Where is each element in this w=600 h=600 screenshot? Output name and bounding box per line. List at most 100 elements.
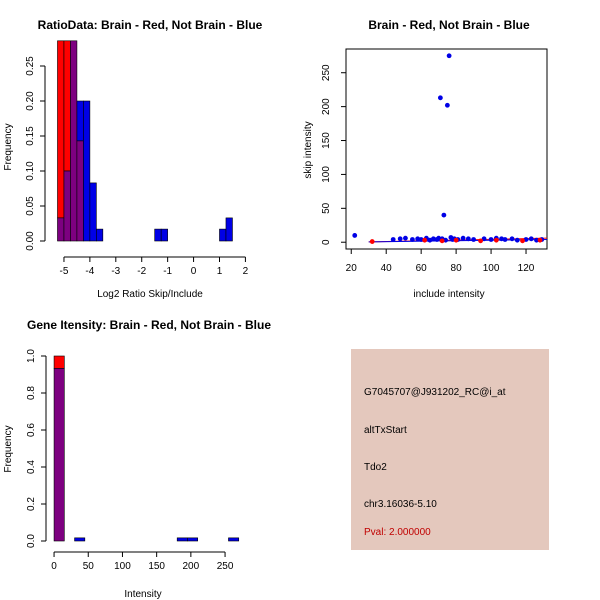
hist-bar — [83, 100, 91, 242]
gene-name: Tdo2 — [364, 462, 387, 473]
hist-bar — [57, 40, 65, 219]
y-tick-label: 0.0 — [26, 534, 37, 548]
hist-bar — [63, 40, 71, 172]
hist-bar — [228, 537, 240, 542]
y-tick-label: 1.0 — [26, 349, 37, 363]
y-tick-label: 150 — [321, 132, 332, 149]
scatter-point — [352, 233, 358, 238]
scatter-point — [369, 239, 375, 244]
hist-bar — [160, 228, 168, 242]
x-tick-label: 0 — [191, 266, 197, 277]
x-tick-label: 150 — [148, 561, 165, 572]
y-tick-label: 200 — [321, 98, 332, 115]
y-tick-label: 0 — [321, 239, 332, 245]
scatter-point — [471, 237, 476, 242]
scatter-point — [390, 237, 396, 242]
x-tick-label: 60 — [416, 263, 428, 274]
scatter-point — [410, 237, 415, 242]
hist-bar — [225, 217, 233, 242]
y-tick-label: 0.10 — [25, 161, 36, 181]
hist-bar — [76, 100, 84, 142]
x-tick-label: 40 — [381, 263, 393, 274]
hist-bar-overlap — [57, 217, 65, 242]
hist-bar — [154, 228, 162, 242]
event-type: altTxStart — [364, 425, 407, 436]
intensity-scatter-title: Brain - Red, Not Brain - Blue — [368, 18, 530, 32]
y-tick-label: 0.05 — [25, 196, 36, 216]
y-tick-label: 0.25 — [25, 56, 36, 76]
x-tick-label: -2 — [137, 266, 146, 277]
scatter-point — [446, 53, 452, 59]
hist-bar — [176, 537, 188, 542]
y-tick-label: 100 — [321, 166, 332, 183]
y-tick-label: 0.6 — [26, 423, 37, 437]
ratio-histogram-title: RatioData: Brain - Red, Not Brain - Blue — [38, 18, 263, 32]
x-tick-label: 50 — [83, 561, 95, 572]
x-tick-label: 200 — [183, 561, 200, 572]
x-tick-label: -5 — [60, 266, 69, 277]
hist-bar-overlap — [76, 140, 84, 242]
intensity-scatter-box — [345, 48, 548, 250]
y-tick-label: 50 — [321, 202, 332, 214]
gene-intensity-axes: 0 50 100 150 200 250 0.0 0.2 0.4 0.6 0.8 1.0 — [26, 349, 234, 572]
hist-bar-overlap — [63, 170, 71, 242]
scatter-point — [528, 236, 534, 242]
ratio-histogram-xlabel: Log2 Ratio Skip/Include — [97, 289, 203, 300]
y-tick-label: 0.15 — [25, 126, 36, 146]
x-tick-label: 2 — [243, 266, 249, 277]
x-tick-label: 20 — [346, 263, 358, 274]
ratio-histogram-ylabel: Frequency — [3, 123, 14, 170]
hist-bar — [89, 182, 97, 242]
x-tick-label: -4 — [85, 266, 94, 277]
scatter-point — [460, 235, 466, 241]
probe-id: G7045707@J931202_RC@i_at — [364, 387, 506, 398]
scatter-point — [422, 237, 428, 243]
scatter-point — [444, 102, 450, 108]
scatter-point — [441, 212, 447, 218]
gene-intensity-xlabel: Intensity — [124, 589, 161, 600]
scatter-point — [465, 236, 471, 242]
scatter-point — [502, 237, 508, 242]
x-tick-label: 250 — [217, 561, 234, 572]
ratio-histogram-bars — [57, 40, 233, 242]
hist-bar — [219, 228, 227, 242]
hist-bar — [74, 537, 86, 542]
x-tick-label: 120 — [518, 263, 535, 274]
intensity-scatter-xlabel: include intensity — [413, 289, 484, 300]
intensity-scatter: Brain - Red, Not Brain - Blue include in… — [303, 18, 548, 300]
scatter-point — [509, 236, 515, 242]
p-value: Pval: 2.000000 — [364, 527, 431, 538]
y-tick-label: 0.20 — [25, 91, 36, 111]
x-tick-label: 80 — [451, 263, 463, 274]
gene-intensity-ylabel: Frequency — [3, 425, 14, 472]
hist-bar — [96, 228, 104, 242]
hist-bar — [187, 537, 198, 542]
scatter-point — [537, 237, 543, 243]
gene-intensity-histogram: Gene Itensity: Brain - Red, Not Brain - … — [3, 318, 271, 600]
gene-intensity-bars — [53, 355, 240, 542]
gene-intensity-title: Gene Itensity: Brain - Red, Not Brain - … — [27, 318, 271, 332]
x-tick-label: -1 — [163, 266, 172, 277]
intensity-scatter-axes: 20 40 60 80 100 120 0 50 100 150 200 250 — [321, 64, 535, 274]
scatter-point — [397, 236, 403, 242]
scatter-point — [437, 95, 443, 101]
scatter-point — [488, 237, 494, 242]
x-tick-label: 100 — [114, 561, 131, 572]
hist-bar-overlap — [70, 40, 78, 242]
scatter-point — [481, 236, 487, 242]
scatter-point — [534, 237, 539, 243]
x-tick-label: 1 — [217, 266, 223, 277]
genomic-location: chr3.16036-5.10 — [364, 499, 437, 510]
ratio-histogram: RatioData: Brain - Red, Not Brain - Blue… — [3, 18, 263, 300]
x-tick-label: 100 — [483, 263, 500, 274]
info-panel: G7045707@J931202_RC@i_at altTxStart Tdo2… — [351, 349, 549, 550]
scatter-point — [478, 238, 483, 244]
scatter-point — [520, 238, 525, 244]
x-tick-label: 0 — [51, 561, 57, 572]
intensity-scatter-ylabel: skip intensity — [303, 121, 314, 178]
y-tick-label: 250 — [321, 64, 332, 81]
y-tick-label: 0.8 — [26, 386, 37, 400]
ratio-histogram-axes: -5 -4 -3 -2 -1 0 1 2 0.00 0.05 0.10 0.15 0.20 0.25 — [25, 56, 249, 277]
y-tick-label: 0.4 — [26, 460, 37, 474]
scatter-point — [514, 237, 520, 243]
